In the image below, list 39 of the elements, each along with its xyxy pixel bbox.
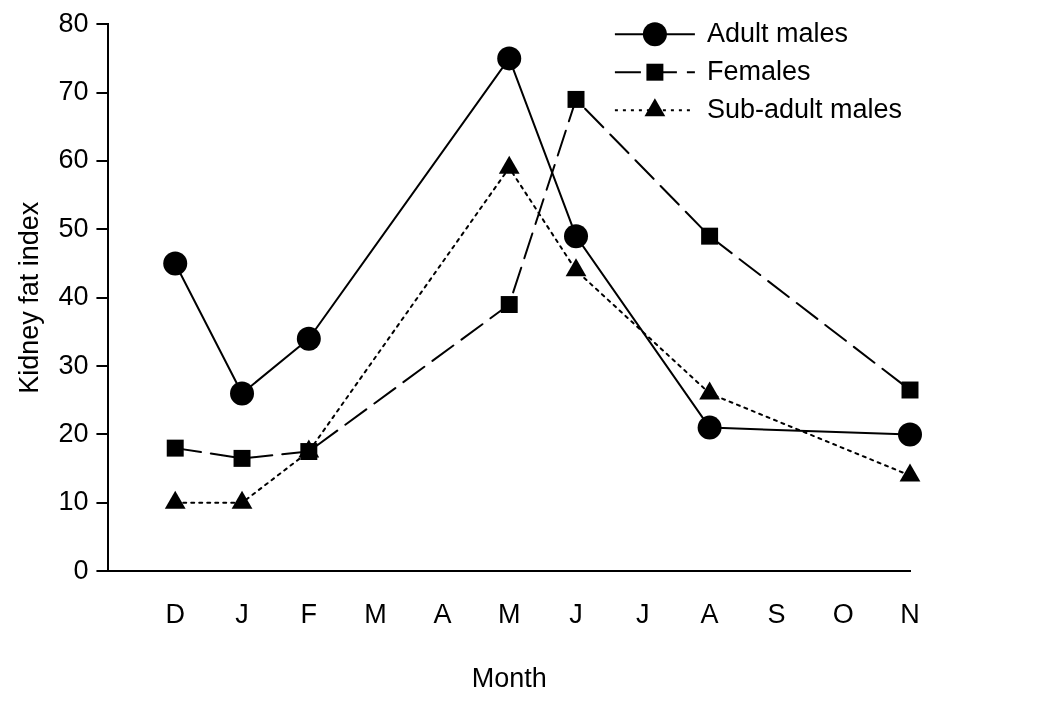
x-tick-label: M (364, 598, 387, 629)
x-tick-label: D (165, 598, 185, 629)
point (697, 415, 722, 440)
x-tick-label: O (832, 598, 854, 629)
x-tick-label: S (767, 598, 786, 629)
y-tick-label: 80 (58, 7, 89, 38)
x-tick-label: J (569, 598, 583, 629)
point (233, 449, 251, 467)
point (230, 381, 255, 406)
x-tick-label: J (235, 598, 249, 629)
x-tick-label: M (497, 598, 521, 629)
point (500, 296, 518, 314)
x-tick-label: N (900, 598, 920, 629)
y-tick-label: 0 (73, 554, 89, 585)
y-axis-title: Kidney fat index (13, 201, 44, 394)
point (296, 326, 321, 351)
y-tick-label: 60 (58, 144, 89, 175)
y-tick-label: 30 (58, 349, 89, 380)
x-tick-label: A (433, 598, 452, 629)
point (898, 422, 922, 447)
point (163, 251, 188, 276)
y-tick-label: 20 (58, 417, 89, 448)
y-tick-label: 50 (58, 212, 89, 243)
legend-label: Adult males (706, 17, 848, 48)
x-tick-label: A (700, 598, 719, 629)
point (497, 46, 522, 71)
legend-label: Sub-adult males (706, 93, 903, 124)
x-axis-title: Month (471, 663, 547, 694)
legend-label: Females (706, 55, 811, 86)
point (567, 90, 585, 108)
point (564, 224, 589, 249)
y-tick-label: 10 (58, 486, 89, 517)
x-tick-label: F (300, 598, 318, 629)
point (300, 443, 318, 461)
y-tick-label: 70 (58, 76, 89, 107)
y-tick-label: 40 (58, 281, 89, 312)
point (701, 227, 719, 245)
x-tick-label: J (636, 598, 650, 629)
point (166, 439, 184, 457)
